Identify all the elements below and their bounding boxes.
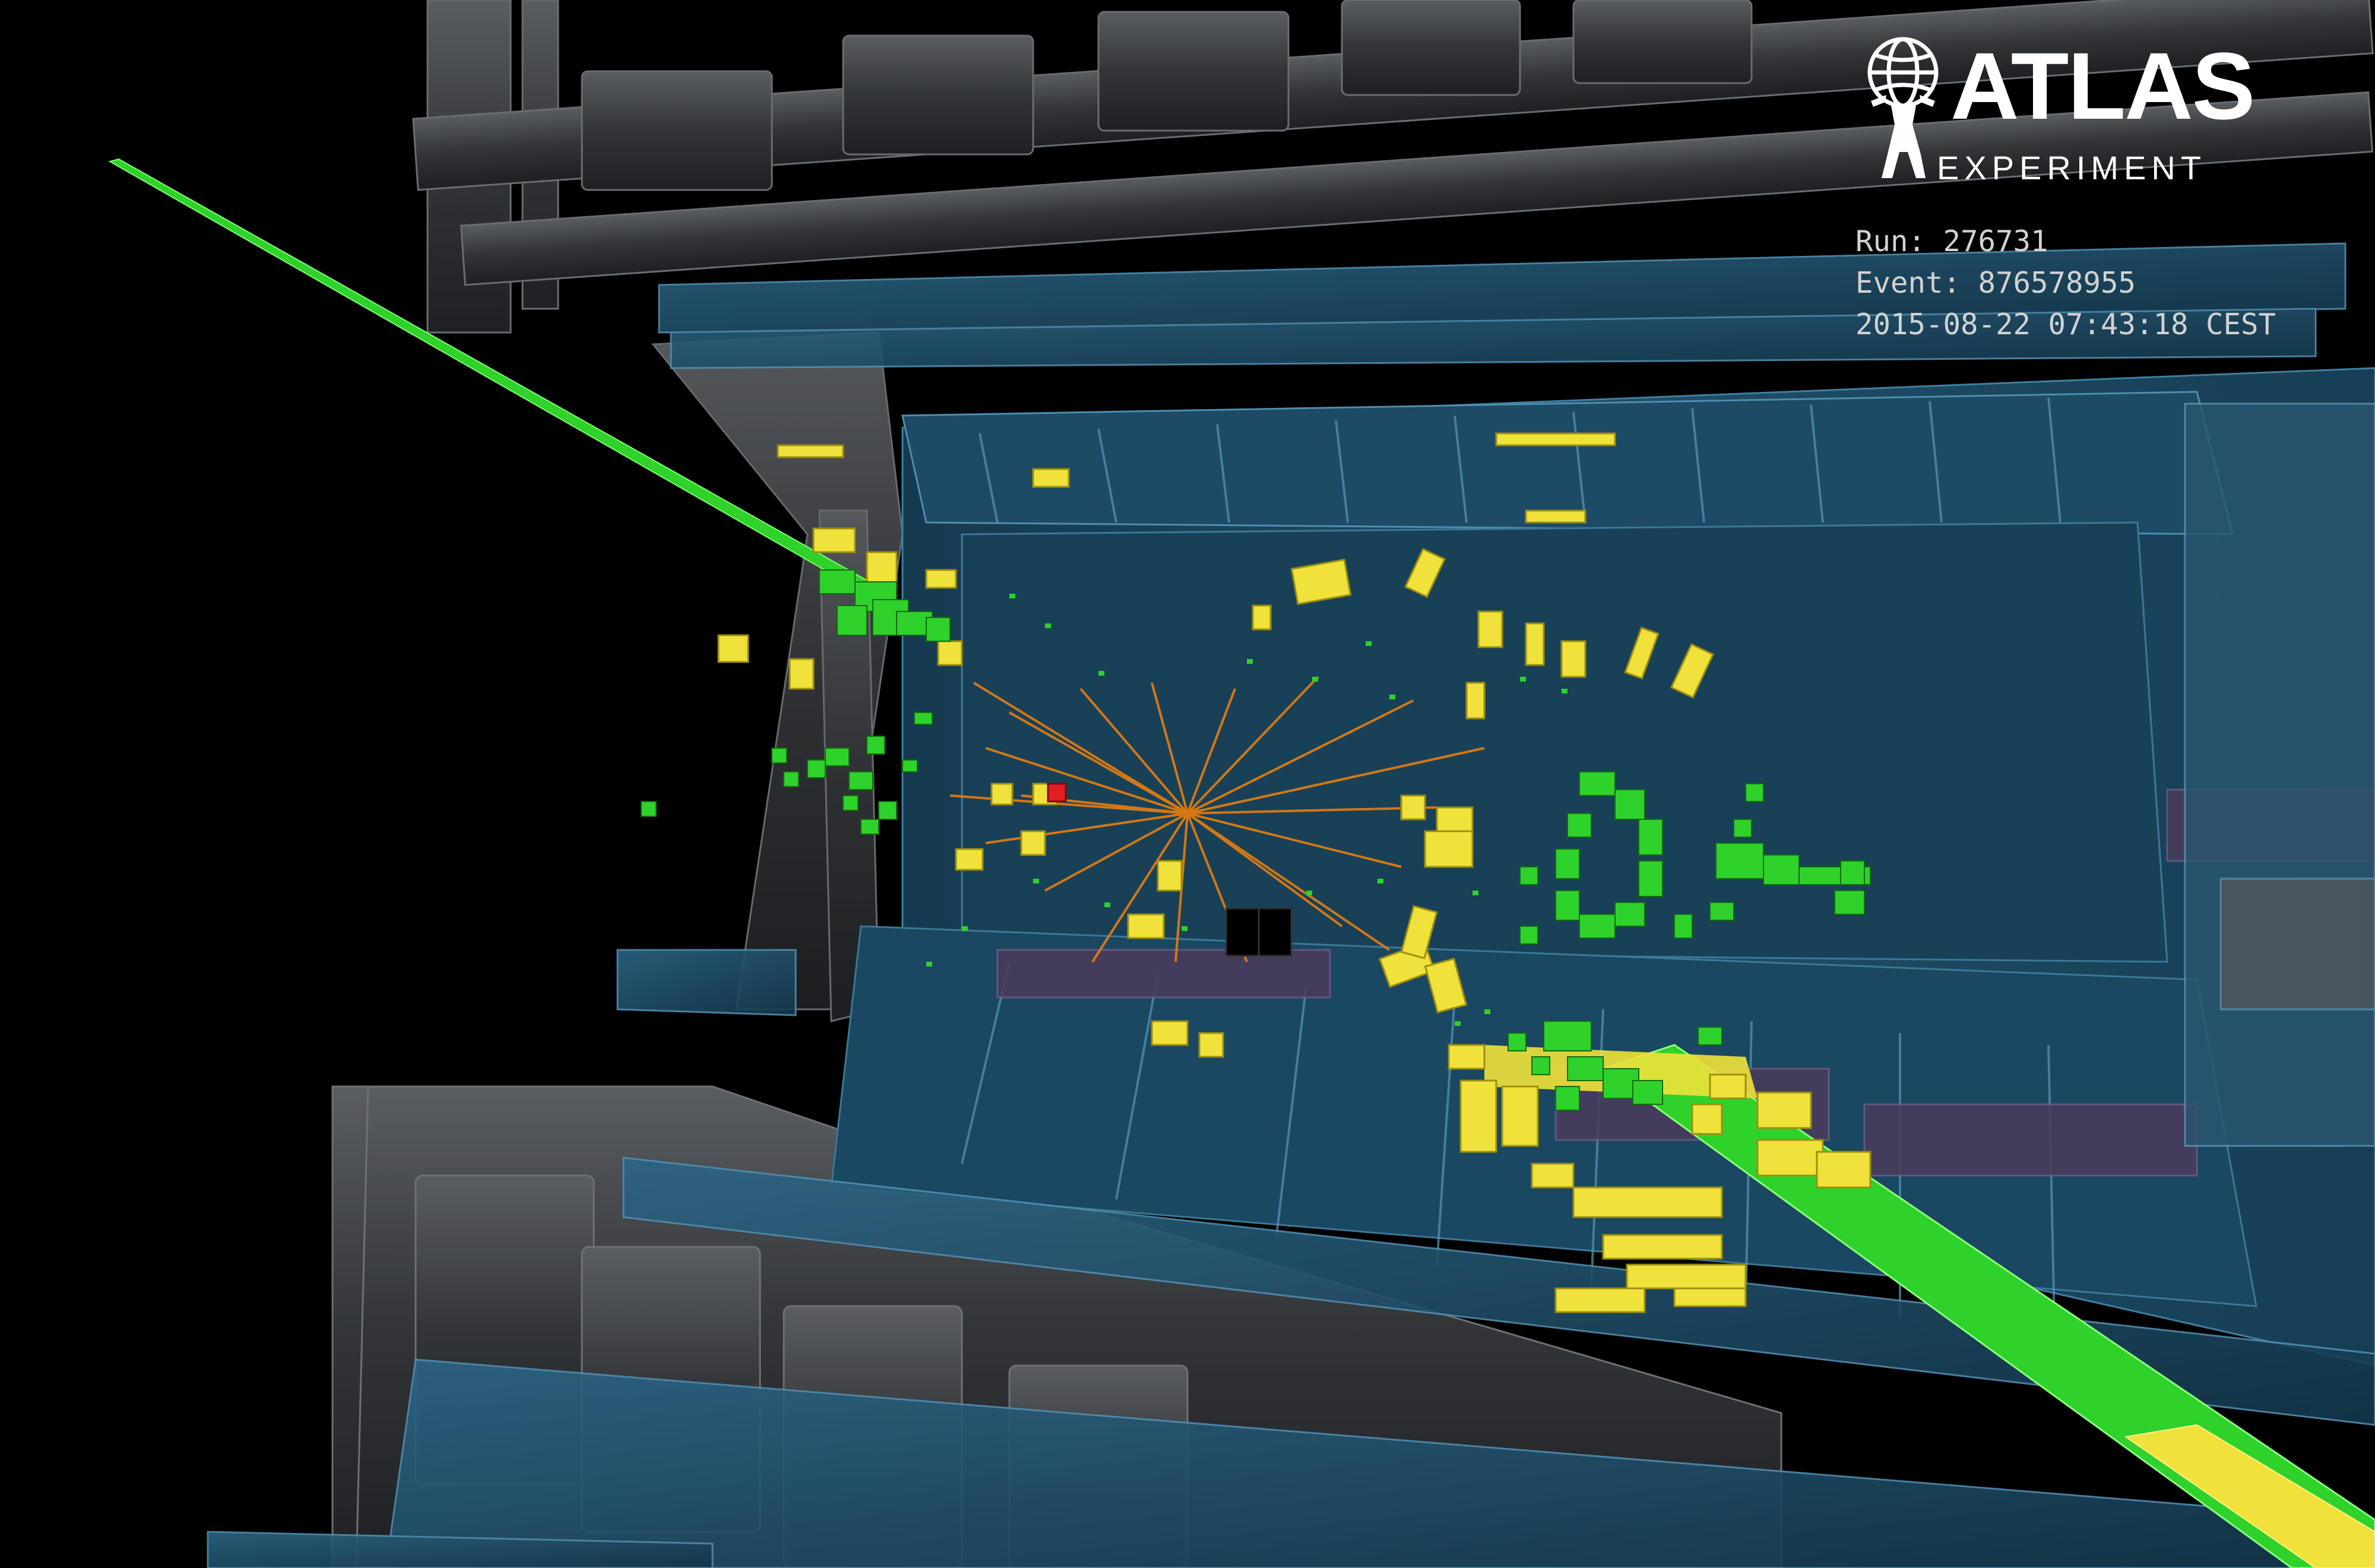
run-number: 276731 (1943, 224, 2048, 258)
inactive-cells (1225, 907, 1293, 957)
calorimeter-endcap-right (2184, 403, 2375, 1147)
green-hit-cluster-left (641, 569, 951, 835)
calorimeter-energy-deposits (717, 432, 1872, 1313)
event-number: 876578955 (1978, 266, 2136, 300)
atlas-logo-figure (1867, 37, 1939, 178)
muon-chambers-bottom (207, 949, 2375, 1568)
muon-chambers-top (658, 242, 2346, 369)
atlas-logo: ATLAS EXPERIMENT (1852, 33, 2255, 187)
logo-subtitle: EXPERIMENT (1937, 149, 2207, 186)
run-line: Run: 276731 (1855, 221, 2276, 262)
run-label: Run: (1855, 224, 1926, 258)
event-line: Event: 876578955 (1855, 262, 2276, 304)
scattered-green-hits (926, 594, 1568, 1026)
logo-title: ATLAS (1950, 33, 2255, 139)
event-timestamp: 2015-08-22 07:43:18 CEST (1855, 308, 2276, 341)
inner-detector-tracks (949, 676, 1485, 963)
green-hit-ring-right (1519, 771, 1871, 945)
toroid-structure-left (651, 331, 904, 1022)
event-label: Event: (1855, 266, 1961, 300)
hot-calorimeter-cell (1047, 783, 1067, 803)
green-hit-cluster-bottom (1508, 1021, 1722, 1111)
event-info: Run: 276731 Event: 876578955 2015-08-22 … (1855, 221, 2276, 346)
